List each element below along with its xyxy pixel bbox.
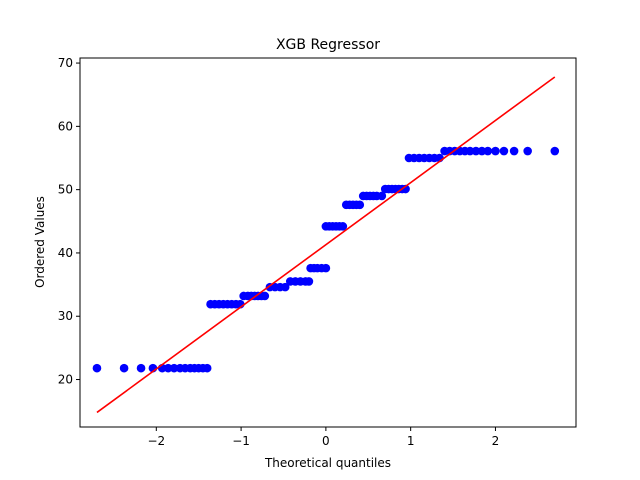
data-point — [465, 146, 475, 156]
y-tick-label: 70 — [58, 56, 73, 70]
data-point — [523, 146, 532, 156]
x-tick-label: 2 — [492, 434, 500, 448]
data-point — [169, 363, 179, 373]
data-point — [321, 263, 331, 273]
axes-frame — [79, 57, 577, 428]
y-tick-label: 60 — [58, 119, 73, 133]
data-point — [509, 146, 519, 156]
data-point — [338, 222, 348, 231]
y-axis-ticks: 20 30 40 50 60 70 — [58, 56, 80, 387]
x-tick-label: 0 — [322, 434, 330, 448]
data-point — [355, 200, 365, 210]
data-point — [260, 291, 270, 301]
data-point — [92, 363, 102, 373]
data-point — [483, 146, 493, 156]
x-tick-label: 1 — [407, 434, 415, 448]
data-point — [550, 146, 560, 156]
data-point — [202, 363, 212, 373]
data-point — [280, 282, 290, 292]
data-point — [491, 146, 500, 156]
y-tick-label: 40 — [58, 246, 73, 260]
x-tick-label: −1 — [232, 434, 250, 448]
data-point — [477, 146, 487, 156]
data-point — [401, 184, 410, 194]
y-axis-label: Ordered Values — [33, 196, 47, 288]
data-point — [499, 146, 509, 156]
chart-title: XGB Regressor — [276, 37, 380, 53]
y-tick-label: 20 — [58, 373, 73, 387]
x-tick-label: −2 — [147, 434, 165, 448]
data-point — [119, 363, 129, 373]
x-axis-label: Theoretical quantiles — [264, 456, 391, 470]
y-tick-label: 50 — [58, 183, 73, 197]
data-point — [377, 191, 387, 201]
data-point — [163, 363, 173, 373]
fit-line — [96, 76, 556, 414]
plot-area — [92, 76, 560, 414]
points-layer — [92, 76, 560, 414]
data-point — [471, 146, 481, 156]
data-point — [136, 363, 146, 373]
data-point — [304, 277, 314, 286]
y-tick-label: 30 — [58, 309, 73, 323]
x-axis-ticks: −2 −1 0 1 2 — [147, 427, 499, 448]
